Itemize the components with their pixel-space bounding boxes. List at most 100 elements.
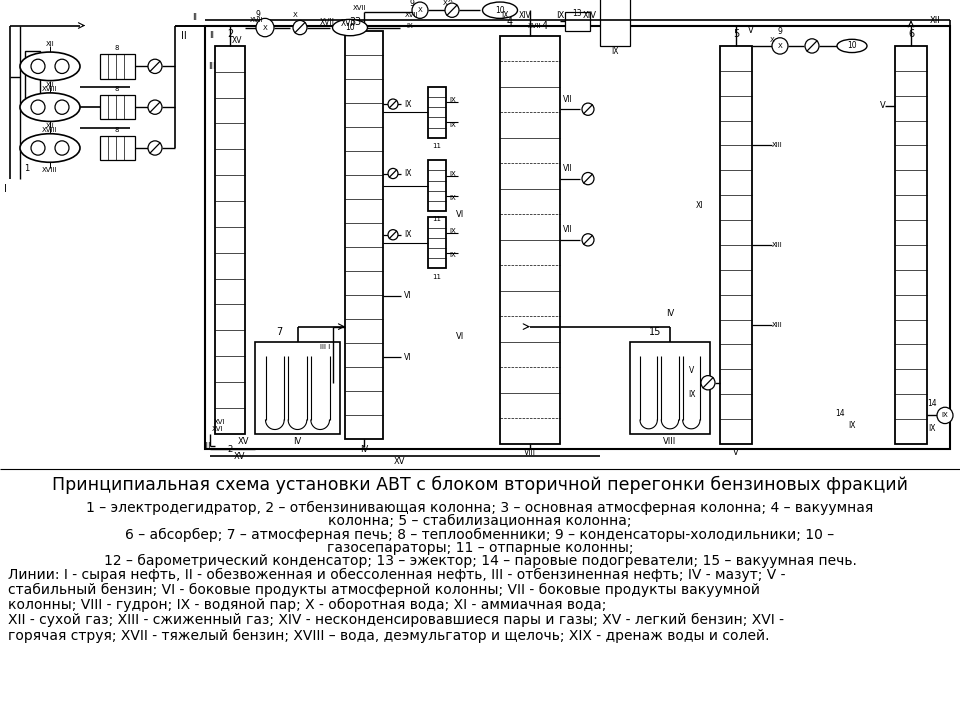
Ellipse shape (837, 40, 867, 53)
Text: газосепараторы; 11 – отпарные колонны;: газосепараторы; 11 – отпарные колонны; (326, 541, 634, 554)
Text: 7: 7 (276, 327, 282, 337)
Text: IX: IX (449, 171, 456, 176)
Text: 3: 3 (354, 17, 360, 27)
Text: XVI: XVI (214, 418, 226, 425)
Circle shape (388, 230, 398, 240)
Text: IV: IV (294, 438, 301, 446)
Text: XII - сухой газ; XIII - сжиженный газ; XIV - несконденсировавшиеся пары и газы; : XII - сухой газ; XIII - сжиженный газ; X… (8, 613, 784, 627)
Circle shape (388, 168, 398, 179)
Text: V: V (748, 26, 754, 35)
Bar (100, 54, 135, 78)
Text: 11: 11 (433, 217, 442, 222)
Circle shape (412, 2, 428, 19)
Circle shape (805, 39, 819, 53)
Circle shape (55, 59, 69, 73)
Bar (100, 136, 135, 161)
Text: 10: 10 (847, 42, 857, 50)
Text: XVI: XVI (212, 426, 224, 432)
Bar (500, 36, 560, 444)
Text: 9: 9 (410, 0, 415, 8)
Circle shape (701, 376, 715, 390)
Text: IX: IX (404, 169, 412, 178)
Text: XII: XII (46, 122, 55, 129)
Text: IX: IX (688, 390, 696, 400)
Text: IX: IX (449, 252, 456, 258)
Text: XVII: XVII (528, 22, 541, 29)
Bar (345, 31, 383, 439)
Text: XIV: XIV (583, 11, 597, 20)
Bar (428, 161, 446, 211)
Text: IV: IV (360, 444, 368, 454)
Text: 1 – электродегидратор, 2 – отбензинивающая колонна; 3 – основная атмосферная кол: 1 – электродегидратор, 2 – отбензинивающ… (86, 500, 874, 515)
Circle shape (55, 100, 69, 114)
Text: VI: VI (404, 292, 412, 300)
Text: Принципиальная схема установки АВТ с блоком вторичной перегонки бензиновых фракц: Принципиальная схема установки АВТ с бло… (52, 476, 908, 494)
Text: колонны; VIII - гудрон; IX - водяной пар; X - оборотная вода; XI - аммиачная вод: колонны; VIII - гудрон; IX - водяной пар… (8, 598, 607, 613)
Text: XVII: XVII (405, 12, 419, 18)
Text: 14: 14 (835, 409, 845, 418)
Circle shape (31, 59, 45, 73)
Text: 2: 2 (227, 29, 233, 39)
Text: XVIII: XVIII (42, 127, 58, 132)
Circle shape (388, 99, 398, 109)
Circle shape (582, 173, 594, 185)
Text: XVII: XVII (320, 18, 334, 27)
Text: 9: 9 (778, 27, 782, 36)
Text: VII: VII (564, 164, 573, 173)
Text: 3: 3 (348, 17, 355, 27)
Text: II: II (193, 13, 198, 22)
Text: 8: 8 (115, 127, 119, 132)
Text: 4: 4 (542, 20, 548, 30)
Text: X: X (443, 0, 447, 6)
Circle shape (55, 141, 69, 155)
Text: XII: XII (929, 16, 941, 25)
Text: X: X (418, 7, 422, 13)
Text: XVII: XVII (353, 5, 367, 12)
Text: 2: 2 (228, 444, 232, 454)
Bar (215, 46, 245, 433)
Text: IX: IX (404, 99, 412, 109)
Text: Линии: I - сырая нефть, II - обезвоженная и обессоленная нефть, III - отбензинен: Линии: I - сырая нефть, II - обезвоженна… (8, 567, 785, 582)
Bar (600, 0, 630, 46)
Text: X: X (778, 43, 782, 49)
Text: IX: IX (556, 11, 564, 20)
Text: III: III (208, 62, 216, 71)
Ellipse shape (20, 93, 80, 122)
Bar (255, 342, 340, 433)
Bar (630, 342, 710, 433)
Circle shape (256, 19, 274, 37)
Text: IX: IX (942, 413, 948, 418)
Ellipse shape (332, 19, 368, 36)
Text: 14: 14 (927, 399, 937, 408)
Circle shape (148, 100, 162, 114)
Text: VI: VI (404, 353, 412, 361)
Text: IX: IX (404, 230, 412, 239)
Text: IX: IX (849, 421, 855, 430)
Bar (895, 46, 927, 444)
Circle shape (31, 141, 45, 155)
Text: 13: 13 (572, 9, 582, 18)
Text: IX: IX (407, 22, 414, 29)
Text: XIV: XIV (518, 11, 532, 20)
Circle shape (937, 408, 953, 423)
Bar (565, 12, 590, 31)
Text: 10: 10 (346, 23, 355, 32)
Circle shape (445, 3, 459, 17)
Circle shape (582, 234, 594, 246)
Text: XIII: XIII (772, 143, 782, 148)
Text: 5: 5 (732, 29, 739, 39)
Text: XV: XV (234, 451, 246, 461)
Text: XI: XI (696, 201, 704, 210)
Text: VII: VII (564, 225, 573, 234)
Text: XVIII: XVIII (42, 168, 58, 174)
Text: 11: 11 (433, 274, 442, 279)
Text: IX: IX (449, 122, 456, 127)
Text: III I: III I (320, 344, 330, 350)
Text: колонна; 5 – стабилизационная колонна;: колонна; 5 – стабилизационная колонна; (328, 513, 632, 528)
Text: XVIII: XVIII (42, 86, 58, 91)
Text: 1: 1 (24, 164, 30, 173)
Circle shape (148, 141, 162, 155)
Text: VII: VII (564, 94, 573, 104)
Text: IV: IV (666, 309, 674, 318)
Bar (205, 25, 950, 449)
